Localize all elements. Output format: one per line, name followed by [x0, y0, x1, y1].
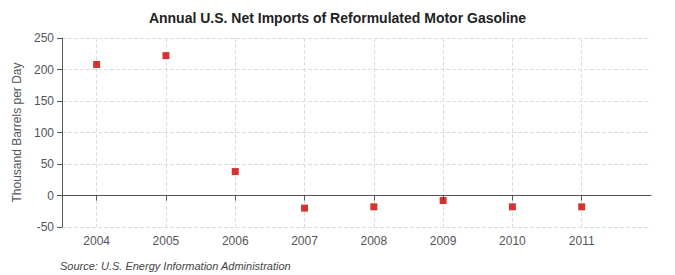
svg-text:2006: 2006: [222, 234, 249, 248]
svg-text:0: 0: [47, 189, 54, 203]
svg-text:250: 250: [34, 31, 54, 45]
svg-text:200: 200: [34, 63, 54, 77]
svg-text:Thousand Barrels per Day: Thousand Barrels per Day: [10, 62, 24, 202]
svg-text:-50: -50: [37, 220, 55, 234]
svg-text:2008: 2008: [360, 234, 387, 248]
svg-text:Source: U.S. Energy Informatio: Source: U.S. Energy Information Administ…: [60, 260, 291, 272]
svg-text:100: 100: [34, 126, 54, 140]
svg-text:2011: 2011: [569, 234, 595, 248]
svg-text:50: 50: [41, 157, 55, 171]
svg-text:2007: 2007: [291, 234, 318, 248]
svg-text:2005: 2005: [153, 234, 180, 248]
svg-text:2009: 2009: [430, 234, 457, 248]
svg-text:2010: 2010: [499, 234, 526, 248]
svg-text:2004: 2004: [83, 234, 110, 248]
svg-text:150: 150: [34, 94, 54, 108]
svg-text:Annual U.S. Net Imports of Ref: Annual U.S. Net Imports of Reformulated …: [149, 10, 526, 26]
